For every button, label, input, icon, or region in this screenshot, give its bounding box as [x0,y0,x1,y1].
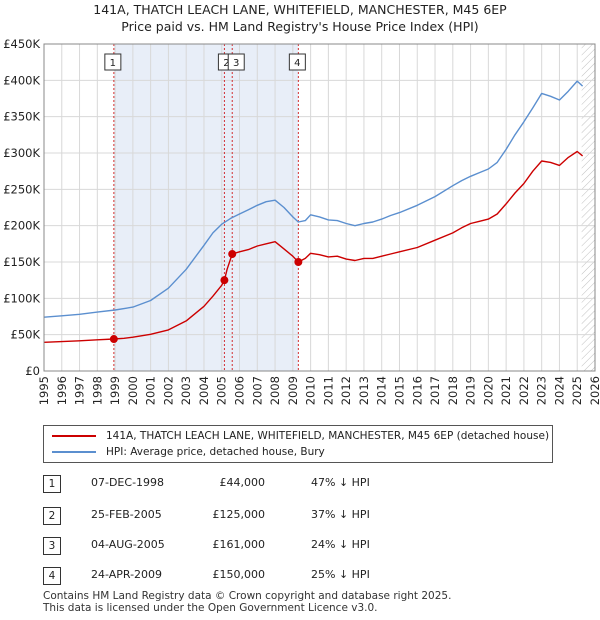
y-tick-label: £450K [3,37,40,51]
x-tick-label: 2000 [126,376,140,405]
y-tick-label: £200K [3,219,40,233]
transaction-price: £125,000 [212,508,266,521]
y-tick-label: £400K [3,73,40,87]
y-tick-label: £350K [3,110,40,124]
x-tick-label: 2015 [392,376,406,405]
x-tick-label: 2021 [499,376,513,405]
footer-license: This data is licensed under the Open Gov… [43,602,378,614]
y-tick-label: £100K [3,291,40,305]
x-tick-label: 2018 [446,376,460,405]
x-tick-label: 2006 [233,376,247,405]
x-tick-label: 2016 [410,376,424,405]
x-tick-label: 1997 [73,376,87,405]
x-tick-label: 2001 [144,376,158,405]
x-tick-label: 2004 [197,376,211,405]
y-tick-label: £300K [3,146,40,160]
x-tick-label: 2025 [570,376,584,405]
legend-item-hpi: HPI: Average price, detached house, Bury [52,445,325,459]
marker-label: 2 [223,58,229,69]
transaction-number: 4 [43,567,61,585]
legend-item-property: 141A, THATCH LEACH LANE, WHITEFIELD, MAN… [52,429,549,443]
x-tick-label: 2014 [375,376,389,405]
y-tick-label: £0 [25,364,40,378]
x-tick-label: 1995 [37,376,51,405]
marker-label: 3 [233,58,239,69]
y-tick-label: £50K [11,328,41,342]
legend-label-property: 141A, THATCH LEACH LANE, WHITEFIELD, MAN… [106,430,550,442]
x-tick-label: 1999 [108,376,122,405]
y-tick-label: £150K [3,255,40,269]
x-tick-label: 2005 [215,376,229,405]
transaction-hpi-diff: 37% ↓ HPI [311,508,370,521]
x-tick-label: 2003 [179,376,193,405]
footer-copyright: Contains HM Land Registry data © Crown c… [43,590,452,602]
transaction-date: 24-APR-2009 [91,568,163,581]
marker-box [104,53,122,71]
sale-point [109,335,118,344]
series-line-property [43,150,584,343]
x-tick-label: 2024 [552,376,566,405]
series-line-hpi [43,80,584,318]
transaction-hpi-diff: 47% ↓ HPI [311,476,370,489]
legend-label-hpi: HPI: Average price, detached house, Bury [106,446,325,458]
marker-box [227,53,245,71]
x-tick-label: 2010 [304,376,318,405]
x-tick-label: 2020 [481,376,495,405]
x-tick-label: 2022 [517,376,531,405]
legend-swatch-hpi [52,451,96,453]
x-tick-label: 1996 [55,376,69,405]
marker-label: 4 [294,58,300,69]
x-tick-label: 2002 [161,376,175,405]
sale-point [228,250,237,259]
x-tick-label: 2023 [535,376,549,405]
y-tick-label: £250K [3,182,40,196]
x-tick-label: 2017 [428,376,442,405]
future-hatch [581,44,595,371]
x-tick-label: 2019 [464,376,478,405]
transaction-hpi-diff: 25% ↓ HPI [311,568,370,581]
transaction-number: 1 [43,475,61,493]
transaction-date: 25-FEB-2005 [91,508,162,521]
transaction-hpi-diff: 24% ↓ HPI [311,538,370,551]
chart-title: 141A, THATCH LEACH LANE, WHITEFIELD, MAN… [93,2,507,17]
x-tick-label: 2012 [339,376,353,405]
transaction-number: 3 [43,537,61,555]
x-tick-label: 1998 [90,376,104,405]
x-tick-label: 2008 [268,376,282,405]
chart-subtitle: Price paid vs. HM Land Registry's House … [121,19,479,34]
ownership-shade [113,44,299,371]
plot-frame [43,43,596,372]
x-tick-label: 2013 [357,376,371,405]
marker-box [288,53,306,71]
x-tick-label: 2011 [321,376,335,405]
x-tick-label: 2026 [588,376,600,405]
sale-point [220,276,229,285]
sale-point [294,258,303,266]
transaction-price: £44,000 [219,476,266,489]
legend-swatch-property [52,435,96,437]
x-tick-label: 2009 [286,376,300,405]
transaction-number: 2 [43,507,61,525]
marker-label: 1 [110,58,116,69]
transaction-price: £161,000 [212,538,266,551]
transaction-date: 04-AUG-2005 [91,538,165,551]
transaction-date: 07-DEC-1998 [91,476,165,489]
transaction-price: £150,000 [212,568,266,581]
x-tick-label: 2007 [250,376,264,405]
legend: 141A, THATCH LEACH LANE, WHITEFIELD, MAN… [43,425,553,463]
